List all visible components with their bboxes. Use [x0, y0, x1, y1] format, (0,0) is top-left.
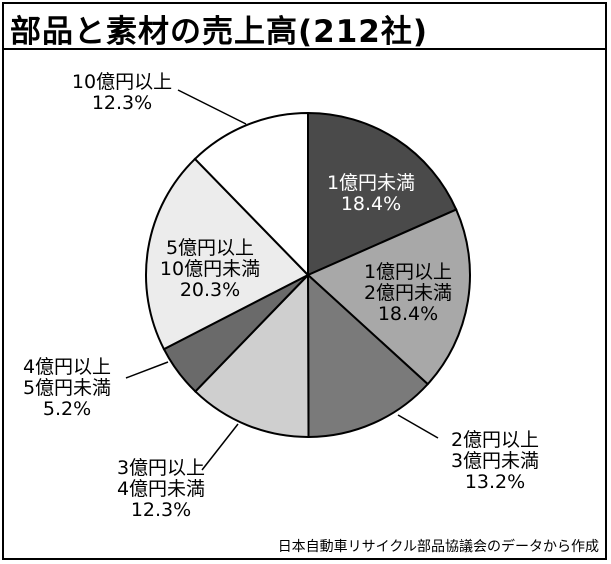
- slice-label-4-line-0: 4億円以上: [22, 356, 112, 378]
- pie-slice-1: [306, 208, 471, 386]
- slice-label-1-line-0: 1億円以上: [363, 261, 453, 283]
- slice-label-3: 3億円以上 4億円未満 12.3%: [96, 458, 226, 521]
- slice-label-6: 10億円以上 12.3%: [56, 72, 188, 114]
- slice-label-3-pct: 12.3%: [130, 499, 192, 521]
- leader-line-4: [125, 361, 169, 379]
- slice-label-3-line-0: 3億円以上: [116, 457, 206, 479]
- leader-line-3: [201, 423, 239, 471]
- slice-label-3-line-1: 4億円未満: [116, 478, 206, 500]
- slice-label-5-line-1: 10億円未満: [159, 258, 261, 280]
- slice-label-2-pct: 13.2%: [464, 471, 526, 493]
- slice-label-1-pct: 18.4%: [377, 303, 439, 325]
- pie-slice-6: [193, 111, 309, 278]
- slice-label-6-pct: 12.3%: [91, 92, 153, 114]
- slice-label-0: 1億円未満 18.4%: [312, 173, 430, 215]
- pie-slice-3: [193, 272, 310, 439]
- slice-label-2-line-1: 3億円未満: [450, 450, 540, 472]
- slice-label-5-line-0: 5億円以上: [165, 237, 255, 259]
- slice-label-5-pct: 20.3%: [179, 279, 241, 301]
- pie-slice-5: [145, 157, 310, 351]
- slice-label-5: 5億円以上 10億円未満 20.3%: [148, 238, 272, 301]
- chart-title: 部品と素材の売上高(212社): [10, 14, 429, 50]
- slice-label-4: 4億円以上 5億円未満 5.2%: [8, 357, 126, 420]
- slice-label-2: 2億円以上 3億円未満 13.2%: [430, 430, 560, 493]
- slice-label-2-line-0: 2億円以上: [450, 429, 540, 451]
- slice-label-0-line-0: 1億円未満: [326, 172, 416, 194]
- pie-slice-2: [306, 272, 430, 439]
- slice-label-0-pct: 18.4%: [340, 193, 402, 215]
- slice-label-6-line-0: 10億円以上: [71, 71, 173, 93]
- slice-label-4-line-1: 5億円未満: [22, 377, 112, 399]
- title-divider: [2, 48, 605, 50]
- source-note: 日本自動車リサイクル部品協議会のデータから作成: [277, 539, 599, 555]
- slice-label-1: 1億円以上 2億円未満 18.4%: [349, 262, 467, 325]
- slice-label-1-line-1: 2億円未満: [363, 282, 453, 304]
- pie-slice-0: [307, 111, 458, 277]
- leader-line-6: [177, 89, 247, 125]
- slice-label-4-pct: 5.2%: [42, 398, 92, 420]
- leader-line-2: [397, 414, 439, 439]
